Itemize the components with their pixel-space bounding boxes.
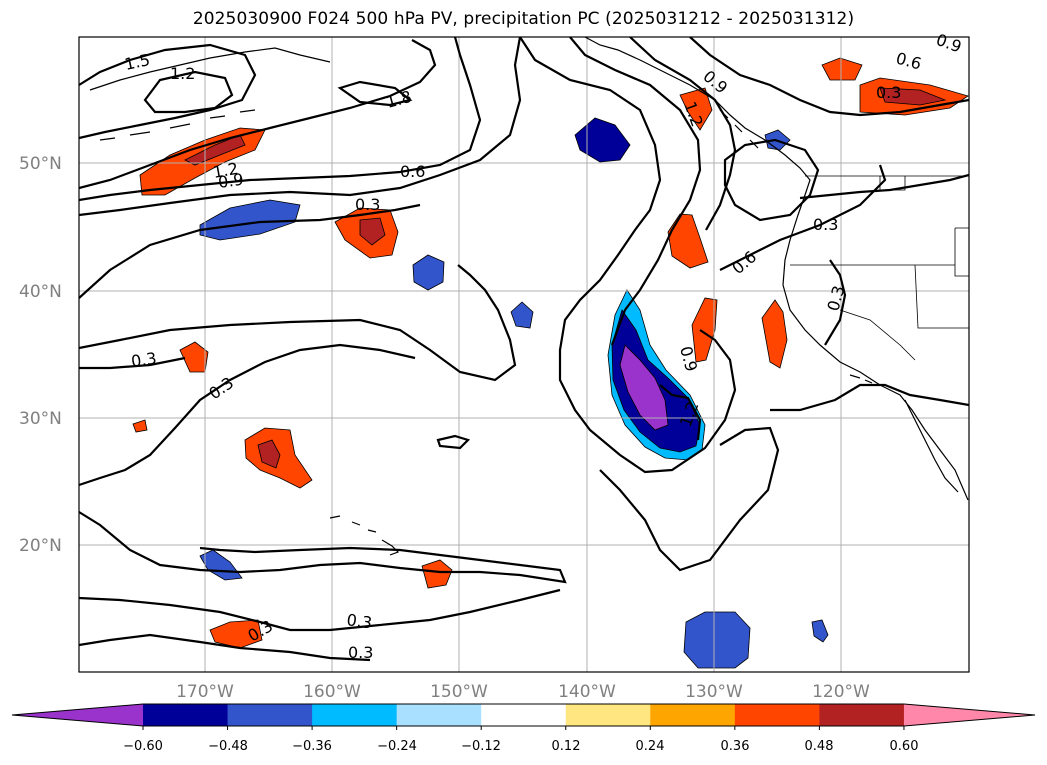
colorbar-tick-label: 0.12 (552, 739, 581, 754)
lat-label: 40°N (19, 282, 62, 302)
socal-islands (849, 374, 873, 384)
neg-precip-south-blob (683, 611, 751, 669)
neg-precip-coast-blob (574, 117, 631, 163)
neg-precip-blob-1 (412, 254, 445, 291)
pos-precip-blob-west (179, 341, 209, 373)
contour-label: 1.8 (384, 87, 414, 112)
colorbar-segment (734, 704, 820, 726)
colorbar-segment (565, 704, 651, 726)
colorbar-tick-label: −0.36 (292, 739, 332, 754)
pv-contours (79, 37, 969, 662)
colorbar-segment (481, 704, 567, 726)
colorbar-tick-labels: −0.60 −0.48 −0.36 −0.24 −0.12 0.12 0.24 … (123, 739, 918, 754)
colorbar (11, 703, 1036, 730)
hawaii-islands (329, 515, 400, 556)
colorbar-tick-label: −0.24 (377, 739, 417, 754)
pos-precip-blob-central-inner (359, 217, 386, 246)
contour-label: 0.3 (824, 284, 849, 314)
pos-precip-blob-south (421, 559, 453, 589)
neg-precip-blob-4 (811, 619, 829, 643)
contour-label: 0.9 (934, 30, 964, 57)
colorbar-tick-label: 0.60 (890, 739, 919, 754)
colorbar-segment (819, 704, 905, 726)
coastlines (89, 37, 969, 556)
latitude-labels: 50°N 40°N 30°N 20°N (19, 154, 62, 556)
north-america-coast (584, 37, 969, 501)
pos-precip-blob-south-west (209, 619, 263, 649)
political-borders (790, 175, 969, 361)
alaska-coast (89, 47, 331, 91)
contour-label: 0.9 (217, 170, 245, 192)
colorbar-tick-label: 0.24 (636, 739, 665, 754)
contour-label: 0.3 (130, 349, 158, 371)
pos-precip-canada-1 (821, 57, 863, 81)
baja-california (904, 399, 959, 493)
colorbar-segment (143, 704, 229, 726)
colorbar-segment (227, 704, 313, 726)
aleutians (99, 109, 256, 141)
contour-label: 0.3 (355, 195, 380, 214)
contour-label: 1.2 (170, 64, 195, 83)
lon-label: 120°W (812, 682, 870, 702)
colorbar-extend-high (903, 704, 1035, 726)
map-title: 2025030900 F024 500 hPa PV, precipitatio… (192, 9, 855, 29)
lat-label: 30°N (19, 409, 62, 429)
pos-precip-hawaii-north-inner (257, 439, 281, 469)
neg-precip-north-pacific (199, 199, 301, 241)
pos-precip-north-pacific-inner (184, 134, 246, 166)
pos-precip-blob-small (132, 419, 148, 433)
lon-label: 170°W (176, 682, 234, 702)
contour-label: 0.3 (345, 610, 373, 632)
pos-precip-coast-2 (691, 297, 718, 363)
lat-label: 50°N (19, 154, 62, 174)
colorbar-tick-label: −0.12 (461, 739, 501, 754)
graticule (79, 37, 969, 672)
colorbar-tick-label: −0.60 (123, 739, 163, 754)
contour-label: 0.3 (348, 643, 373, 662)
colorbar-tick-label: −0.48 (208, 739, 248, 754)
colorbar-segment (312, 704, 398, 726)
neg-precip-blob-3 (199, 549, 243, 581)
lon-label: 140°W (558, 682, 616, 702)
contour-label: 1.5 (123, 50, 152, 74)
contour-label: 0.6 (894, 49, 924, 74)
lon-label: 160°W (303, 682, 361, 702)
map-frame (78, 36, 970, 673)
contour-label: 0.6 (400, 162, 425, 181)
colorbar-extend-low (12, 704, 143, 726)
colorbar-segment (650, 704, 736, 726)
lon-label: 150°W (430, 682, 488, 702)
pos-precip-coast-offshore (667, 213, 709, 269)
contour-label: 1.2 (211, 159, 239, 182)
neg-precip-main-trough-core (619, 344, 669, 431)
pos-precip-canada-2-inner (879, 87, 947, 106)
longitude-labels: 170°W 160°W 150°W 140°W 130°W 120°W (176, 682, 870, 702)
lat-label: 20°N (19, 536, 62, 556)
colorbar-tick-label: 0.48 (805, 739, 834, 754)
contour-label: 0.3 (813, 215, 838, 234)
pos-precip-coast-3 (761, 299, 788, 369)
colorbar-segment (396, 704, 482, 726)
neg-precip-blob-2 (510, 301, 534, 329)
lon-label: 130°W (685, 682, 743, 702)
contour-label: 0.3 (876, 83, 901, 102)
colorbar-tick-label: 0.36 (721, 739, 750, 754)
